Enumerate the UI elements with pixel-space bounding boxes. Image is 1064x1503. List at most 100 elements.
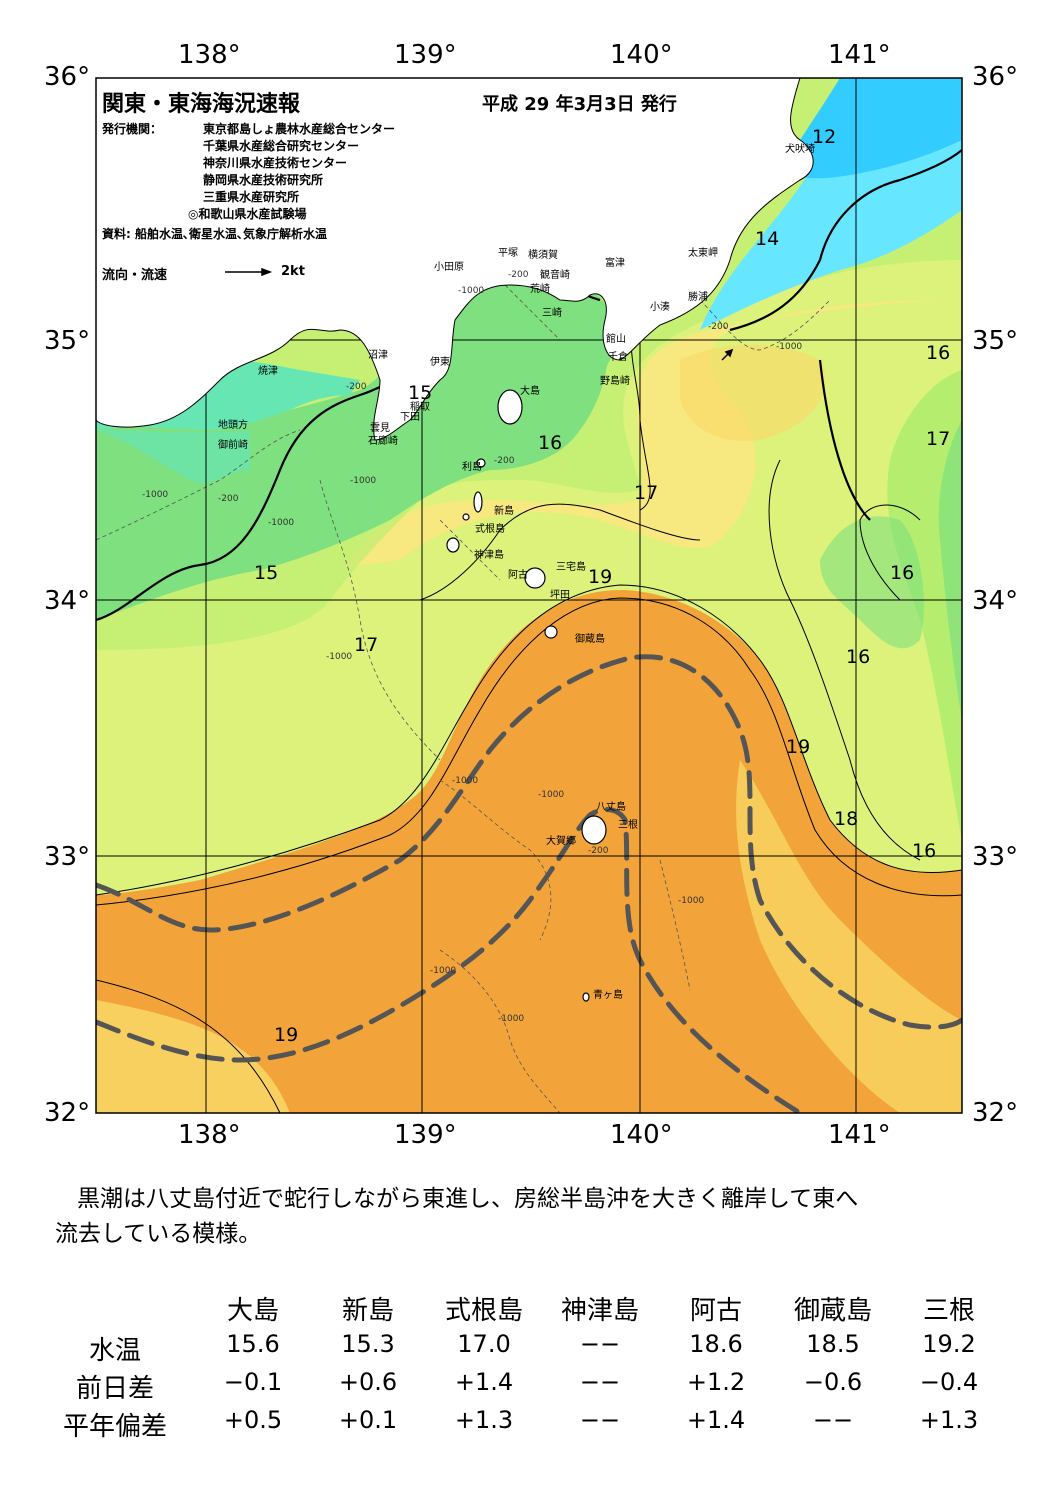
left-lat-32: 32°	[44, 1098, 91, 1128]
column-header: 阿古	[689, 1296, 742, 1326]
place-label: 野島崎	[600, 376, 630, 387]
place-label: 地頭方	[218, 420, 248, 431]
sea-temperature-map: 関東・東海海況速報 平成 29 年3月3日 発行 発行機関： 東京都島しょ農林水…	[44, 40, 1019, 1150]
row-label: 平年偏差	[62, 1412, 167, 1442]
depth-label: -1000	[142, 490, 169, 500]
table-cell: +0.5	[223, 1406, 283, 1434]
place-label: 坪田	[550, 590, 570, 601]
top-lon-138: 138°	[178, 40, 241, 70]
place-label: 下田	[400, 412, 420, 423]
table-header-row: 大島 新島 式根島 神津島 阿古 御蔵島 三根	[60, 1290, 1020, 1330]
right-lat-34: 34°	[972, 586, 1019, 616]
isotherm-label: 16	[912, 840, 937, 862]
oshima-island	[497, 389, 523, 425]
isotherm-label: 17	[354, 634, 379, 656]
table-cell: 18.6	[689, 1330, 743, 1358]
depth-label: -200	[346, 382, 367, 392]
row-label: 水温	[88, 1336, 141, 1366]
publisher-5: 三重県水産研究所	[203, 190, 300, 204]
summary-line-1: 黒潮は八丈島付近で蛇行しながら東進し、房総半島沖を大きく離岸して東へ	[77, 1186, 859, 1212]
depth-label: -1000	[458, 286, 485, 296]
table-cell: −0.1	[223, 1368, 283, 1396]
place-label: 横須賀	[528, 250, 558, 261]
column-header: 神津島	[560, 1296, 639, 1326]
publisher-1: 東京都島しょ農林水産総合センター	[203, 122, 396, 136]
niijima-island	[473, 491, 483, 513]
top-lon-141: 141°	[828, 40, 891, 70]
place-label: 犬吠埼	[785, 144, 815, 155]
summary-line-2: 流去している模様。	[55, 1221, 262, 1247]
table-cell: +1.3	[919, 1406, 979, 1434]
sagami-bay-green	[430, 268, 614, 413]
place-label: 千倉	[608, 352, 628, 363]
isotherm-label: 16	[538, 432, 563, 454]
isotherm-label: 16	[890, 562, 915, 584]
kozushima-island	[446, 537, 460, 553]
place-label: 阿古	[508, 570, 528, 581]
east-green-eddy	[820, 516, 924, 649]
isotherm-label: 15	[254, 562, 279, 584]
table-cell: +1.2	[686, 1368, 746, 1396]
legend-label: 流向・流速	[102, 268, 168, 283]
place-label: 館山	[606, 334, 626, 345]
table-cell: 17.0	[457, 1330, 511, 1358]
bottom-lon-140: 140°	[610, 1120, 673, 1150]
place-label: 観音崎	[540, 270, 570, 281]
place-label: 焼津	[258, 366, 278, 377]
place-label: 小田原	[434, 262, 464, 273]
place-label: 大島	[520, 386, 540, 397]
depth-label: -1000	[452, 776, 479, 786]
miyakejima-island	[524, 567, 546, 589]
depth-label: -1000	[776, 342, 803, 352]
table-cell: 15.6	[226, 1330, 280, 1358]
publisher-label: 発行機関：	[102, 122, 163, 136]
row-label: 前日差	[75, 1374, 154, 1404]
place-label: 三宅島	[556, 562, 586, 573]
table-cell: −0.4	[919, 1368, 979, 1396]
table-cell: −−	[579, 1368, 621, 1396]
place-label: 富津	[605, 258, 625, 269]
bottom-lon-141: 141°	[828, 1120, 891, 1150]
place-label: 三根	[618, 820, 638, 831]
place-label: 伊東	[430, 357, 450, 368]
table-cell: +1.4	[686, 1406, 746, 1434]
isotherm-label: 19	[786, 736, 811, 758]
left-lat-33: 33°	[44, 842, 91, 872]
place-label: 勝浦	[688, 292, 708, 303]
left-lat-36: 36°	[44, 62, 91, 92]
column-header: 式根島	[444, 1296, 523, 1326]
depth-label: -1000	[350, 476, 377, 486]
right-lat-36: 36°	[972, 62, 1019, 92]
place-label: 太東岬	[688, 248, 718, 259]
depth-label: -1000	[326, 652, 353, 662]
place-label: 式根島	[475, 524, 505, 535]
table-cell: −0.6	[803, 1368, 863, 1396]
table-cell: −−	[579, 1406, 621, 1434]
table-cell: 18.5	[806, 1330, 860, 1358]
depth-label: -1000	[498, 1014, 525, 1024]
isotherm-label: 16	[926, 342, 951, 364]
table-cell: 19.2	[922, 1330, 976, 1358]
southwest-warm-band	[96, 1000, 290, 1113]
east-green-core	[938, 420, 962, 720]
table-cell: +0.6	[338, 1368, 398, 1396]
shikinejima-island	[462, 513, 470, 521]
publisher-6: ◎和歌山県水産試験場	[188, 207, 307, 221]
offshore-warm-patch	[680, 345, 826, 441]
isotherm-label: 18	[834, 808, 859, 830]
table-row: 水温 15.6 15.3 17.0 −− 18.6 18.5 19.2	[60, 1330, 1020, 1370]
mikurajima-island	[544, 625, 558, 639]
depth-contours	[96, 279, 831, 1113]
top-lon-140: 140°	[610, 40, 673, 70]
toshima-island	[476, 458, 486, 468]
depth-label: -200	[218, 494, 239, 504]
place-label: 沼津	[368, 350, 388, 361]
right-lat-32: 32°	[972, 1098, 1019, 1128]
legend-arrow	[225, 267, 273, 277]
isotherm-label: 17	[634, 482, 659, 504]
left-lat-34: 34°	[44, 586, 91, 616]
isotherm-label: 15	[408, 382, 433, 404]
place-label: 石廊崎	[368, 436, 398, 447]
isotherm-label: 19	[274, 1024, 299, 1046]
isotherm-label: 12	[812, 126, 837, 148]
